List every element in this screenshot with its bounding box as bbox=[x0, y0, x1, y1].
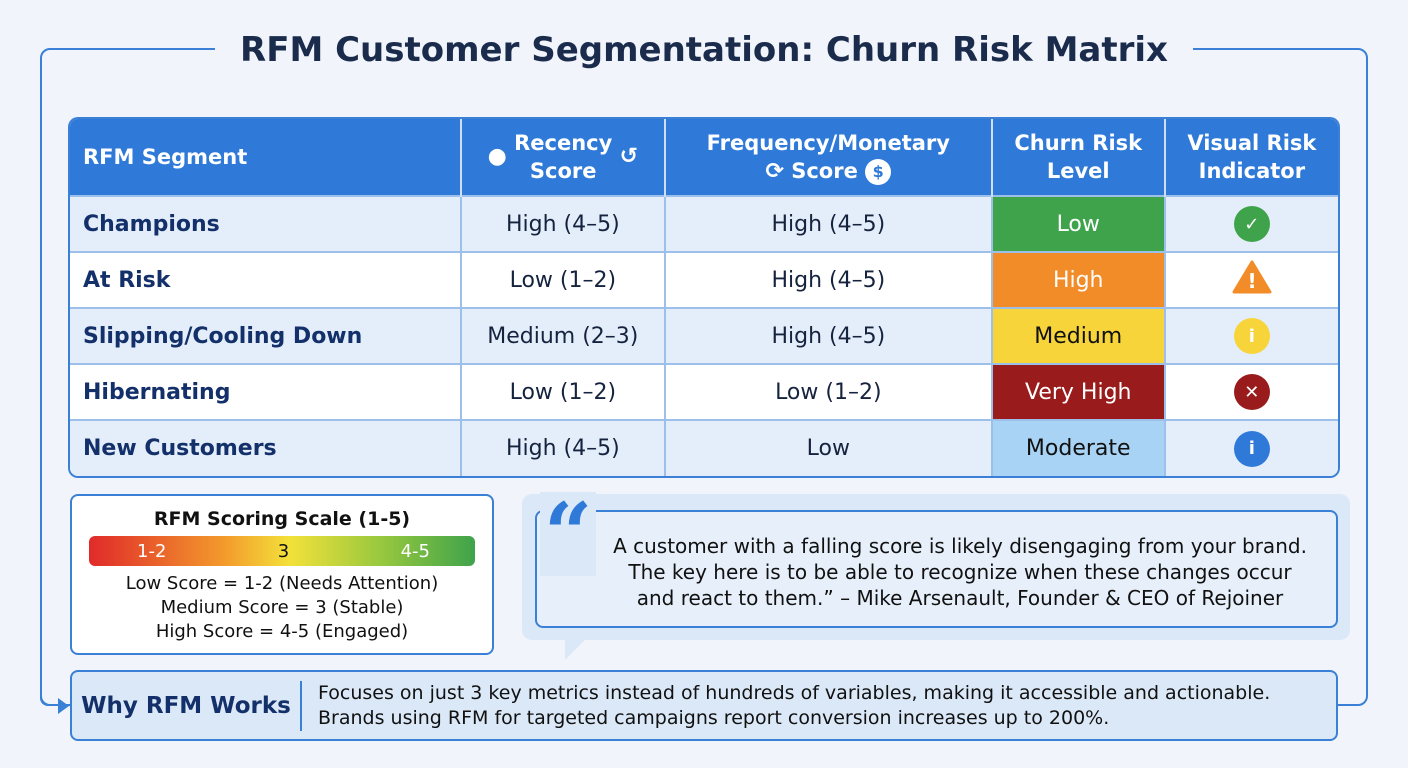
segment-cell: New Customers bbox=[70, 419, 462, 476]
scale-title: RFM Scoring Scale (1-5) bbox=[153, 508, 411, 530]
why-title: Why RFM Works bbox=[81, 692, 291, 719]
info-circle-icon: i bbox=[1233, 318, 1270, 354]
header-recency: ● Recency Score ↺ bbox=[460, 119, 666, 196]
risk-level-cell: Moderate bbox=[991, 419, 1166, 476]
indicator-cell: ✕ bbox=[1164, 363, 1338, 420]
x-circle-icon: ✕ bbox=[1233, 374, 1270, 410]
header-text: Recency bbox=[514, 131, 613, 155]
why-rfm-panel: Why RFM Works Focuses on just 3 key metr… bbox=[70, 670, 1338, 741]
freqmon-cell: High (4–5) bbox=[664, 251, 993, 308]
scoring-scale-panel: RFM Scoring Scale (1-5) 1-2 3 4-5 Low Sc… bbox=[70, 494, 494, 655]
header-text: Score bbox=[791, 158, 858, 183]
table-row: Champions High (4–5) High (4–5) Low ✓ bbox=[70, 195, 1338, 252]
header-visual-indicator: Visual Risk Indicator bbox=[1164, 119, 1338, 196]
page-title: RFM Customer Segmentation: Churn Risk Ma… bbox=[215, 28, 1193, 72]
quote-text: A customer with a falling score is likel… bbox=[590, 533, 1330, 611]
bubble-tail bbox=[565, 638, 587, 660]
recency-cell: Low (1–2) bbox=[460, 251, 666, 308]
risk-level-cell: Medium bbox=[991, 307, 1166, 364]
segment-cell: Slipping/Cooling Down bbox=[70, 307, 462, 364]
table-row: At Risk Low (1–2) High (4–5) High ! bbox=[70, 251, 1338, 308]
divider bbox=[300, 680, 302, 731]
connector-line bbox=[40, 690, 62, 706]
risk-level-cell: Very High bbox=[991, 363, 1166, 420]
check-circle-icon: ✓ bbox=[1233, 206, 1270, 242]
churn-risk-table: RFM Segment ● Recency Score ↺ Frequency/M… bbox=[70, 119, 1338, 476]
table-row: Hibernating Low (1–2) Low (1–2) Very Hig… bbox=[70, 363, 1338, 420]
indicator-cell: i bbox=[1164, 419, 1338, 476]
header-text: Level bbox=[1046, 159, 1110, 183]
scale-line: Low Score = 1-2 (Needs Attention) bbox=[125, 573, 439, 594]
recency-cell: Low (1–2) bbox=[460, 363, 666, 420]
segment-cell: Champions bbox=[70, 195, 462, 252]
segment-cell: At Risk bbox=[70, 251, 462, 308]
freqmon-cell: Low bbox=[664, 419, 993, 476]
quote-line: The key here is to be able to recognize … bbox=[628, 560, 1292, 584]
header-text: Indicator bbox=[1198, 159, 1306, 183]
freqmon-cell: High (4–5) bbox=[664, 195, 993, 252]
recency-cell: Medium (2–3) bbox=[460, 307, 666, 364]
quote-mark-icon: “ bbox=[540, 492, 597, 576]
header-frequency-monetary: Frequency/Monetary ⟳ Score $ bbox=[664, 119, 993, 196]
scale-label-low: 1-2 bbox=[137, 540, 167, 562]
quote-box bbox=[535, 510, 1338, 628]
svg-text:!: ! bbox=[1247, 269, 1256, 293]
header-text: Frequency/Monetary bbox=[706, 130, 950, 155]
risk-level-cell: High bbox=[991, 251, 1166, 308]
header-text: Score bbox=[529, 159, 597, 183]
header-text: Visual Risk bbox=[1187, 131, 1317, 155]
quote-line: and react to them.” – Mike Arsenault, Fo… bbox=[636, 586, 1284, 610]
recency-cell: High (4–5) bbox=[460, 419, 666, 476]
warning-triangle-icon: ! bbox=[1232, 260, 1272, 294]
quote-line: A customer with a falling score is likel… bbox=[613, 534, 1307, 558]
scale-gradient-bar: 1-2 3 4-5 bbox=[89, 536, 475, 566]
why-line: Brands using RFM for targeted campaigns … bbox=[318, 706, 1110, 729]
scale-line: High Score = 4-5 (Engaged) bbox=[155, 621, 409, 642]
freqmon-cell: Low (1–2) bbox=[664, 363, 993, 420]
table-header: RFM Segment ● Recency Score ↺ Frequency/M… bbox=[70, 119, 1338, 196]
recency-cell: High (4–5) bbox=[460, 195, 666, 252]
table-row: New Customers High (4–5) Low Moderate i bbox=[70, 419, 1338, 476]
table-row: Slipping/Cooling Down Medium (2–3) High … bbox=[70, 307, 1338, 364]
refresh-icon: ⟳ bbox=[765, 158, 784, 184]
indicator-cell: ✓ bbox=[1164, 195, 1338, 252]
risk-level-cell: Low bbox=[991, 195, 1166, 252]
scale-label-high: 4-5 bbox=[400, 540, 430, 562]
indicator-cell: ! bbox=[1164, 251, 1338, 308]
why-line: Focuses on just 3 key metrics instead of… bbox=[318, 681, 1271, 704]
header-text: Churn Risk bbox=[1014, 131, 1143, 155]
clock-icon: ● bbox=[487, 144, 507, 169]
freqmon-cell: High (4–5) bbox=[664, 307, 993, 364]
indicator-cell: i bbox=[1164, 307, 1338, 364]
arrow-icon bbox=[58, 698, 69, 714]
dollar-icon: $ bbox=[865, 158, 892, 185]
info-circle-icon: i bbox=[1233, 430, 1270, 467]
header-segment: RFM Segment bbox=[70, 119, 462, 196]
header-churn-risk: Churn Risk Level bbox=[991, 119, 1166, 196]
history-icon: ↺ bbox=[619, 144, 639, 169]
scale-label-mid: 3 bbox=[277, 540, 290, 562]
scale-line: Medium Score = 3 (Stable) bbox=[160, 597, 404, 618]
segment-cell: Hibernating bbox=[70, 363, 462, 420]
why-text: Focuses on just 3 key metrics instead of… bbox=[302, 681, 1270, 731]
